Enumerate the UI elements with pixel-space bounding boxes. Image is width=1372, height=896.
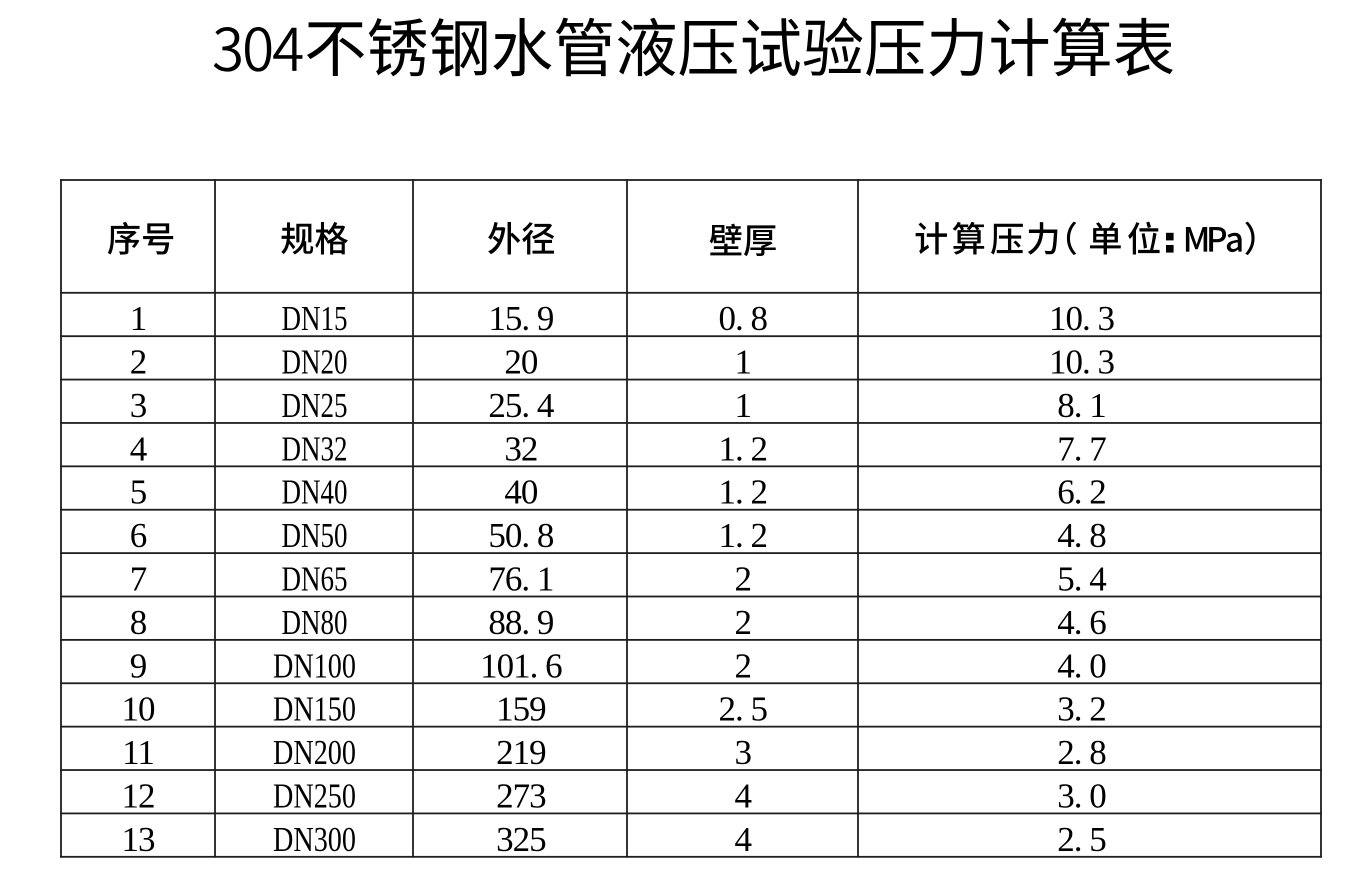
svg-text:325: 325 xyxy=(496,820,546,859)
svg-text:20: 20 xyxy=(504,343,538,382)
svg-text:2: 2 xyxy=(734,603,751,642)
svg-text:5. 4: 5. 4 xyxy=(1057,560,1106,599)
svg-text:9: 9 xyxy=(130,646,147,685)
svg-text:3. 0: 3. 0 xyxy=(1057,776,1106,815)
svg-text:2: 2 xyxy=(734,560,751,599)
svg-text:4. 0: 4. 0 xyxy=(1057,646,1106,685)
svg-text:101. 6: 101. 6 xyxy=(480,646,562,685)
svg-text:1. 2: 1. 2 xyxy=(718,516,767,555)
svg-text:7. 7: 7. 7 xyxy=(1057,429,1106,468)
svg-text:50. 8: 50. 8 xyxy=(488,516,554,555)
svg-text:8. 1: 8. 1 xyxy=(1057,386,1106,425)
svg-text:2: 2 xyxy=(734,646,751,685)
svg-text:DN50: DN50 xyxy=(282,516,348,555)
svg-text:76. 1: 76. 1 xyxy=(488,560,553,599)
svg-text:2. 8: 2. 8 xyxy=(1057,733,1106,772)
svg-text:1: 1 xyxy=(734,386,751,425)
svg-text:4. 6: 4. 6 xyxy=(1057,603,1106,642)
svg-text:1. 2: 1. 2 xyxy=(718,473,767,512)
svg-text:DN15: DN15 xyxy=(282,299,348,338)
svg-text:88. 9: 88. 9 xyxy=(488,603,554,642)
svg-text:3: 3 xyxy=(130,386,147,425)
svg-text:4: 4 xyxy=(130,429,147,468)
svg-text:273: 273 xyxy=(496,776,546,815)
svg-text:DN40: DN40 xyxy=(282,473,348,512)
svg-text:3: 3 xyxy=(734,733,751,772)
svg-text:0. 8: 0. 8 xyxy=(718,299,767,338)
svg-text:10. 3: 10. 3 xyxy=(1049,343,1115,382)
svg-text:DN150: DN150 xyxy=(273,690,356,729)
svg-text:DN80: DN80 xyxy=(282,603,348,642)
svg-text:1: 1 xyxy=(734,343,751,382)
svg-text:10: 10 xyxy=(122,690,156,729)
svg-text:8: 8 xyxy=(130,603,147,642)
svg-text:DN32: DN32 xyxy=(282,429,348,468)
svg-text:DN65: DN65 xyxy=(282,560,348,599)
svg-text:DN25: DN25 xyxy=(282,386,348,425)
svg-text:1. 2: 1. 2 xyxy=(718,429,767,468)
svg-text:13: 13 xyxy=(122,820,156,859)
svg-text:DN300: DN300 xyxy=(273,820,356,859)
svg-text:12: 12 xyxy=(122,776,155,815)
svg-text:15. 9: 15. 9 xyxy=(488,299,554,338)
svg-text:10. 3: 10. 3 xyxy=(1049,299,1115,338)
svg-text:2. 5: 2. 5 xyxy=(718,690,767,729)
svg-text:219: 219 xyxy=(496,733,546,772)
svg-text:159: 159 xyxy=(496,690,546,729)
svg-text:32: 32 xyxy=(504,429,537,468)
svg-text:DN100: DN100 xyxy=(273,646,356,685)
svg-text:7: 7 xyxy=(130,560,147,599)
svg-text:4: 4 xyxy=(734,820,751,859)
svg-text:25. 4: 25. 4 xyxy=(488,386,554,425)
svg-text:3. 2: 3. 2 xyxy=(1057,690,1106,729)
svg-text:6. 2: 6. 2 xyxy=(1057,473,1106,512)
svg-text:2: 2 xyxy=(130,343,147,382)
svg-text:40: 40 xyxy=(504,473,538,512)
svg-text:2. 5: 2. 5 xyxy=(1057,820,1106,859)
svg-text:6: 6 xyxy=(130,516,147,555)
svg-text:5: 5 xyxy=(130,473,147,512)
svg-text:DN250: DN250 xyxy=(273,776,356,815)
svg-text:4. 8: 4. 8 xyxy=(1057,516,1106,555)
svg-text:1: 1 xyxy=(130,299,147,338)
svg-text:DN20: DN20 xyxy=(282,343,348,382)
svg-text:DN200: DN200 xyxy=(273,733,356,772)
svg-text:4: 4 xyxy=(734,776,751,815)
svg-text:11: 11 xyxy=(122,733,154,772)
